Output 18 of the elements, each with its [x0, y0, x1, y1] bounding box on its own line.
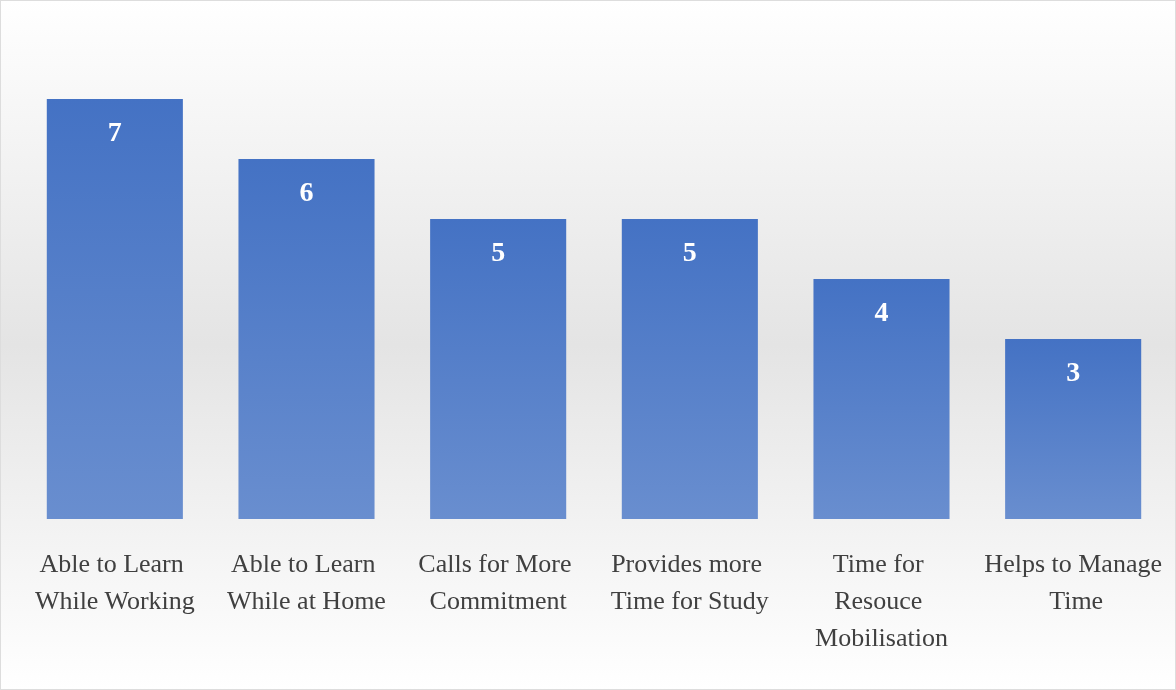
data-label: 5	[682, 235, 697, 267]
bar	[1005, 339, 1142, 519]
data-label: 5	[491, 235, 506, 267]
bar	[813, 279, 950, 519]
bar	[621, 219, 758, 519]
x-tick-label: Time for Resouce Mobilisation	[815, 549, 948, 652]
bar	[238, 159, 375, 519]
x-tick-label: Calls for More Commitment	[418, 549, 578, 615]
x-tick-label: Able to Learn While Working	[34, 549, 195, 615]
data-label: 4	[874, 295, 889, 327]
bar	[46, 99, 183, 519]
x-tick-label: Helps to Manage Time	[984, 549, 1162, 615]
bar	[430, 219, 567, 519]
x-tick-label: Provides more Time for Study	[610, 549, 769, 615]
x-tick-label: Able to Learn While at Home	[227, 549, 386, 615]
data-label: 3	[1066, 355, 1081, 387]
data-label: 7	[107, 115, 122, 147]
data-label: 6	[299, 175, 314, 207]
